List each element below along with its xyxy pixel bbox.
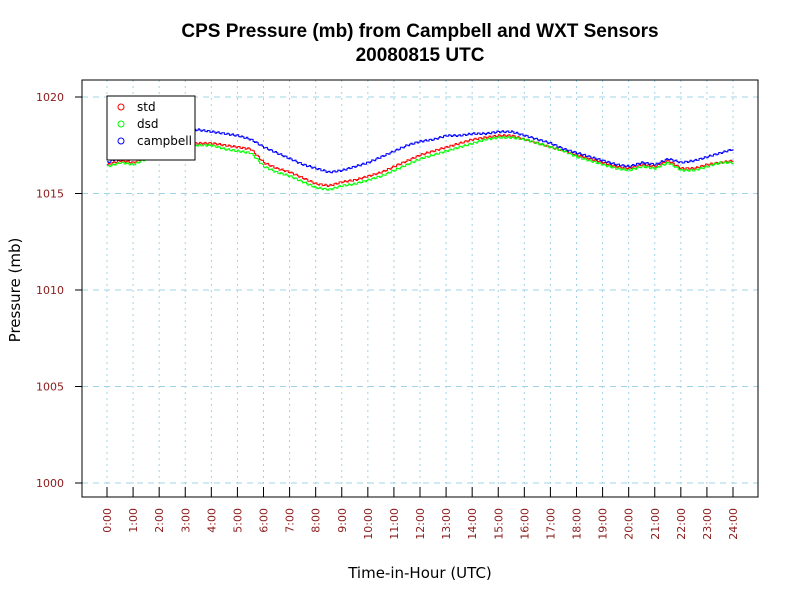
x-tick-label: 10:00 bbox=[362, 508, 375, 540]
x-tick-label: 9:00 bbox=[336, 508, 349, 533]
chart-subtitle: 20080815 UTC bbox=[356, 45, 485, 66]
x-tick-label: 16:00 bbox=[518, 508, 531, 540]
x-tick-label: 15:00 bbox=[492, 508, 505, 540]
x-tick-label: 12:00 bbox=[414, 508, 427, 540]
x-tick-label: 4:00 bbox=[205, 508, 218, 533]
x-tick-label: 19:00 bbox=[597, 508, 610, 540]
legend-marker-std bbox=[117, 103, 125, 111]
x-tick-label: 20:00 bbox=[623, 508, 636, 540]
x-tick-label: 3:00 bbox=[179, 508, 192, 533]
y-tick-label: 1015 bbox=[36, 188, 64, 201]
y-tick-label: 1020 bbox=[36, 91, 64, 104]
x-tick-label: 21:00 bbox=[649, 508, 662, 540]
y-tick-label: 1005 bbox=[36, 381, 64, 394]
x-tick-label: 7:00 bbox=[284, 508, 297, 533]
x-tick-label: 18:00 bbox=[571, 508, 584, 540]
x-tick-label: 22:00 bbox=[675, 508, 688, 540]
series-line-dsd bbox=[107, 136, 734, 191]
series-line-std bbox=[107, 134, 734, 187]
x-tick-label: 14:00 bbox=[466, 508, 479, 540]
series-line-campbell bbox=[107, 128, 734, 174]
x-tick-label: 6:00 bbox=[258, 508, 271, 533]
x-tick-label: 8:00 bbox=[310, 508, 323, 533]
x-tick-label: 23:00 bbox=[701, 508, 714, 540]
y-axis: 1000 1005 1010 1015 1020 bbox=[36, 91, 82, 490]
legend-label-campbell: campbell bbox=[137, 134, 192, 148]
legend-marker-dsd bbox=[117, 120, 125, 128]
x-tick-label: 1:00 bbox=[127, 508, 140, 533]
x-tick-label: 11:00 bbox=[388, 508, 401, 540]
x-axis-label: Time-in-Hour (UTC) bbox=[347, 564, 492, 582]
legend-label-std: std bbox=[137, 100, 156, 114]
x-tick-label: 13:00 bbox=[440, 508, 453, 540]
x-tick-label: 5:00 bbox=[231, 508, 244, 533]
x-tick-label: 24:00 bbox=[727, 508, 740, 540]
legend-items: std dsd campbell bbox=[117, 100, 192, 148]
grid-layer bbox=[82, 80, 758, 497]
legend-box bbox=[106, 95, 196, 161]
series-layer bbox=[107, 128, 734, 191]
x-tick-label: 0:00 bbox=[101, 508, 114, 533]
y-tick-label: 1000 bbox=[36, 477, 64, 490]
y-tick-label: 1010 bbox=[36, 284, 64, 297]
legend-marker-campbell bbox=[117, 137, 125, 145]
x-axis: 0:00 1:00 2:00 3:00 4:00 5:00 6:00 7:00 8:00 9:00… bbox=[101, 487, 740, 540]
x-tick-label: 17:00 bbox=[544, 508, 557, 540]
x-tick-label: 2:00 bbox=[153, 508, 166, 533]
legend: std dsd campbell bbox=[106, 95, 196, 161]
y-axis-label: Pressure (mb) bbox=[6, 238, 24, 343]
legend-label-dsd: dsd bbox=[137, 117, 159, 131]
chart-title: CPS Pressure (mb) from Campbell and WXT … bbox=[181, 21, 658, 42]
